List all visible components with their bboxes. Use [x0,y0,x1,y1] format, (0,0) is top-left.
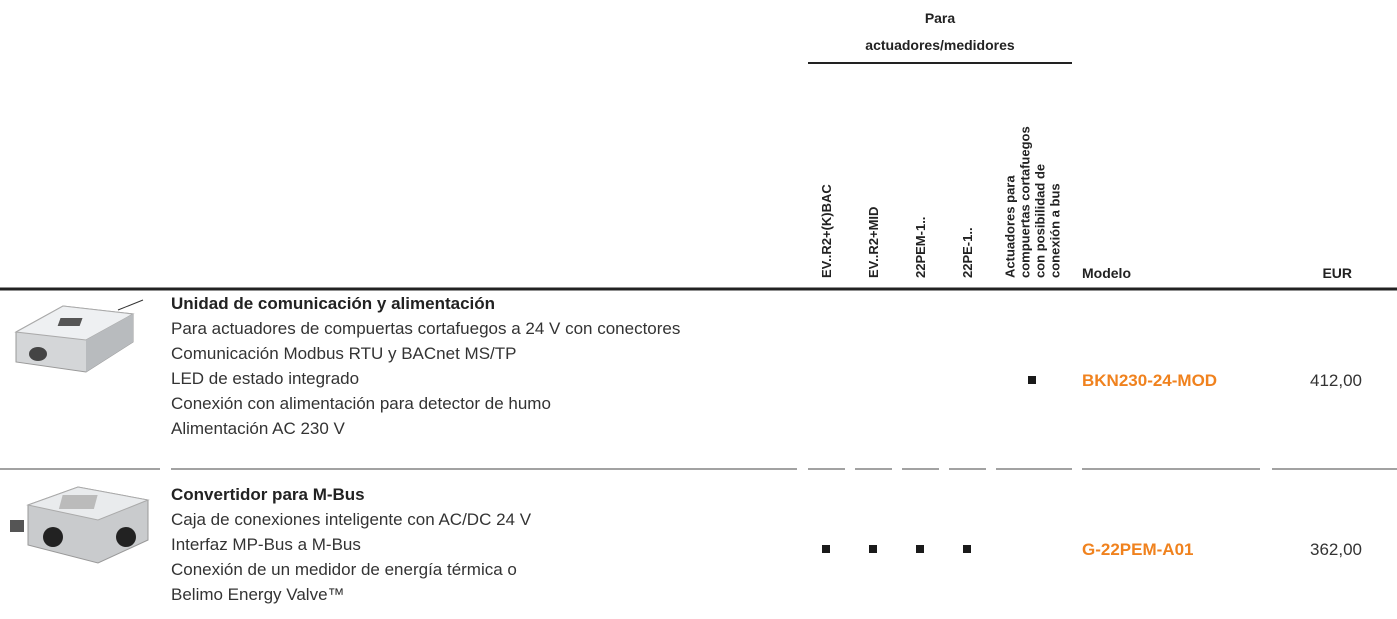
group-title: Para [925,10,956,26]
column-header: EV..R2+MID [866,207,881,278]
column-header: compuertas cortafuegos [1018,126,1033,278]
product-image [10,486,150,564]
product-description: Conexión de un medidor de energía térmic… [171,560,517,579]
column-header: EV..R2+(K)BAC [819,184,834,278]
column-header: conexión a bus [1048,183,1063,278]
model: G-22PEM-A01 [1082,540,1193,559]
product-description: Conexión con alimentación para detector … [171,394,551,413]
price: 412,00 [1310,371,1362,390]
column-header: 22PE-1.. [960,227,975,278]
product-description: Interfaz MP-Bus a M-Bus [171,535,361,554]
applies-mark [916,545,924,553]
price: 362,00 [1310,540,1362,559]
column-header: EUR [1322,265,1352,281]
product-title: Unidad de comunicación y alimentación [171,294,495,313]
column-header: Actuadores para [1003,175,1018,278]
applies-mark [869,545,877,553]
product-description: Para actuadores de compuertas cortafuego… [171,319,680,338]
model: BKN230-24-MOD [1082,371,1217,390]
applies-mark [963,545,971,553]
product-image [14,299,144,373]
column-header: 22PEM-1.. [913,217,928,278]
product-description: Alimentación AC 230 V [171,419,346,438]
group-title: actuadores/medidores [865,37,1015,53]
product-description: Comunicación Modbus RTU y BACnet MS/TP [171,344,516,363]
product-description: Belimo Energy Valve™ [171,585,345,604]
product-description: Caja de conexiones inteligente con AC/DC… [171,510,532,529]
applies-mark [1028,376,1036,384]
column-header: con posibilidad de [1033,164,1048,278]
product-description: LED de estado integrado [171,369,359,388]
column-header: Modelo [1082,265,1131,281]
product-title: Convertidor para M-Bus [171,485,365,504]
applies-mark [822,545,830,553]
